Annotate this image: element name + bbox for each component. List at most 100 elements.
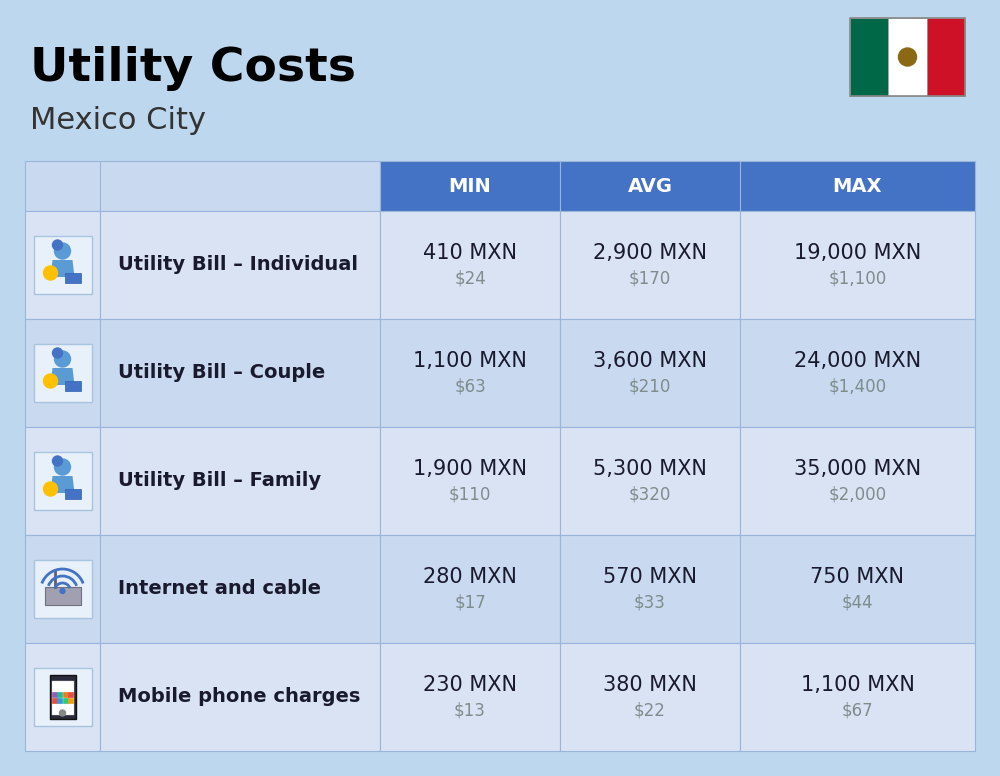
Bar — [100, 643, 380, 751]
Bar — [560, 643, 740, 751]
Bar — [740, 161, 975, 211]
Bar — [740, 427, 975, 535]
Bar — [560, 161, 740, 211]
Text: 1,900 MXN: 1,900 MXN — [413, 459, 527, 479]
Bar — [62, 698, 68, 703]
Text: 19,000 MXN: 19,000 MXN — [794, 243, 921, 263]
Text: 380 MXN: 380 MXN — [603, 675, 697, 695]
Text: $320: $320 — [629, 486, 671, 504]
Circle shape — [898, 48, 916, 66]
Circle shape — [60, 588, 65, 594]
Bar — [34, 452, 92, 510]
Text: $33: $33 — [634, 594, 666, 612]
Circle shape — [44, 266, 58, 280]
Bar — [100, 427, 380, 535]
Circle shape — [54, 459, 70, 475]
Text: $210: $210 — [629, 378, 671, 396]
Text: $67: $67 — [842, 702, 873, 720]
Text: MAX: MAX — [833, 176, 882, 196]
Bar — [25, 427, 100, 535]
Text: $1,400: $1,400 — [828, 378, 887, 396]
Circle shape — [52, 348, 62, 358]
Text: Internet and cable: Internet and cable — [118, 580, 321, 598]
Bar — [850, 18, 888, 96]
Bar — [50, 675, 76, 719]
Circle shape — [44, 482, 58, 496]
Text: $2,000: $2,000 — [828, 486, 887, 504]
Text: $24: $24 — [454, 270, 486, 288]
Bar — [34, 668, 92, 726]
Polygon shape — [50, 260, 74, 277]
Bar — [100, 319, 380, 427]
Text: MIN: MIN — [449, 176, 491, 196]
Polygon shape — [50, 368, 74, 385]
Text: 280 MXN: 280 MXN — [423, 567, 517, 587]
Bar — [57, 698, 62, 703]
Bar — [52, 681, 74, 715]
Text: Utility Bill – Family: Utility Bill – Family — [118, 472, 321, 490]
Bar — [25, 535, 100, 643]
Bar — [34, 236, 92, 294]
Bar — [64, 489, 80, 499]
Bar — [25, 161, 100, 211]
Text: $44: $44 — [842, 594, 873, 612]
Bar — [560, 211, 740, 319]
Bar — [740, 211, 975, 319]
Text: Utility Bill – Couple: Utility Bill – Couple — [118, 363, 325, 383]
Text: 750 MXN: 750 MXN — [810, 567, 904, 587]
Bar — [68, 698, 73, 703]
Bar — [560, 535, 740, 643]
Bar — [68, 691, 73, 697]
Text: $63: $63 — [454, 378, 486, 396]
Bar — [100, 161, 380, 211]
Text: 24,000 MXN: 24,000 MXN — [794, 351, 921, 371]
Bar — [44, 587, 80, 605]
Text: 1,100 MXN: 1,100 MXN — [801, 675, 914, 695]
Text: 1,100 MXN: 1,100 MXN — [413, 351, 527, 371]
Circle shape — [54, 351, 70, 367]
Text: $110: $110 — [449, 486, 491, 504]
Circle shape — [44, 374, 58, 388]
Bar — [52, 698, 56, 703]
Text: $17: $17 — [454, 594, 486, 612]
Circle shape — [54, 243, 70, 259]
Text: $22: $22 — [634, 702, 666, 720]
Text: $1,100: $1,100 — [828, 270, 887, 288]
Bar — [62, 691, 68, 697]
Bar — [850, 18, 965, 96]
Bar — [100, 211, 380, 319]
Bar — [380, 427, 560, 535]
Bar — [52, 691, 56, 697]
Bar — [380, 161, 560, 211]
Bar — [25, 211, 100, 319]
Text: Utility Costs: Utility Costs — [30, 46, 356, 91]
Bar — [380, 643, 560, 751]
Bar — [57, 691, 62, 697]
Text: Mobile phone charges: Mobile phone charges — [118, 688, 360, 706]
Bar — [740, 643, 975, 751]
Bar — [25, 643, 100, 751]
Bar — [380, 211, 560, 319]
Bar — [25, 319, 100, 427]
Bar — [64, 273, 80, 283]
Bar — [888, 18, 927, 96]
Bar — [560, 319, 740, 427]
Bar — [34, 560, 92, 618]
Circle shape — [52, 240, 62, 250]
Bar — [927, 18, 965, 96]
Bar — [740, 535, 975, 643]
Text: 35,000 MXN: 35,000 MXN — [794, 459, 921, 479]
Bar — [740, 319, 975, 427]
Polygon shape — [50, 476, 74, 493]
Text: $13: $13 — [454, 702, 486, 720]
Text: 3,600 MXN: 3,600 MXN — [593, 351, 707, 371]
Text: 410 MXN: 410 MXN — [423, 243, 517, 263]
Bar — [380, 319, 560, 427]
Bar — [100, 535, 380, 643]
Bar — [560, 427, 740, 535]
Text: 2,900 MXN: 2,900 MXN — [593, 243, 707, 263]
Bar — [34, 344, 92, 402]
Bar — [64, 381, 80, 391]
Text: AVG: AVG — [628, 176, 672, 196]
Text: 570 MXN: 570 MXN — [603, 567, 697, 587]
